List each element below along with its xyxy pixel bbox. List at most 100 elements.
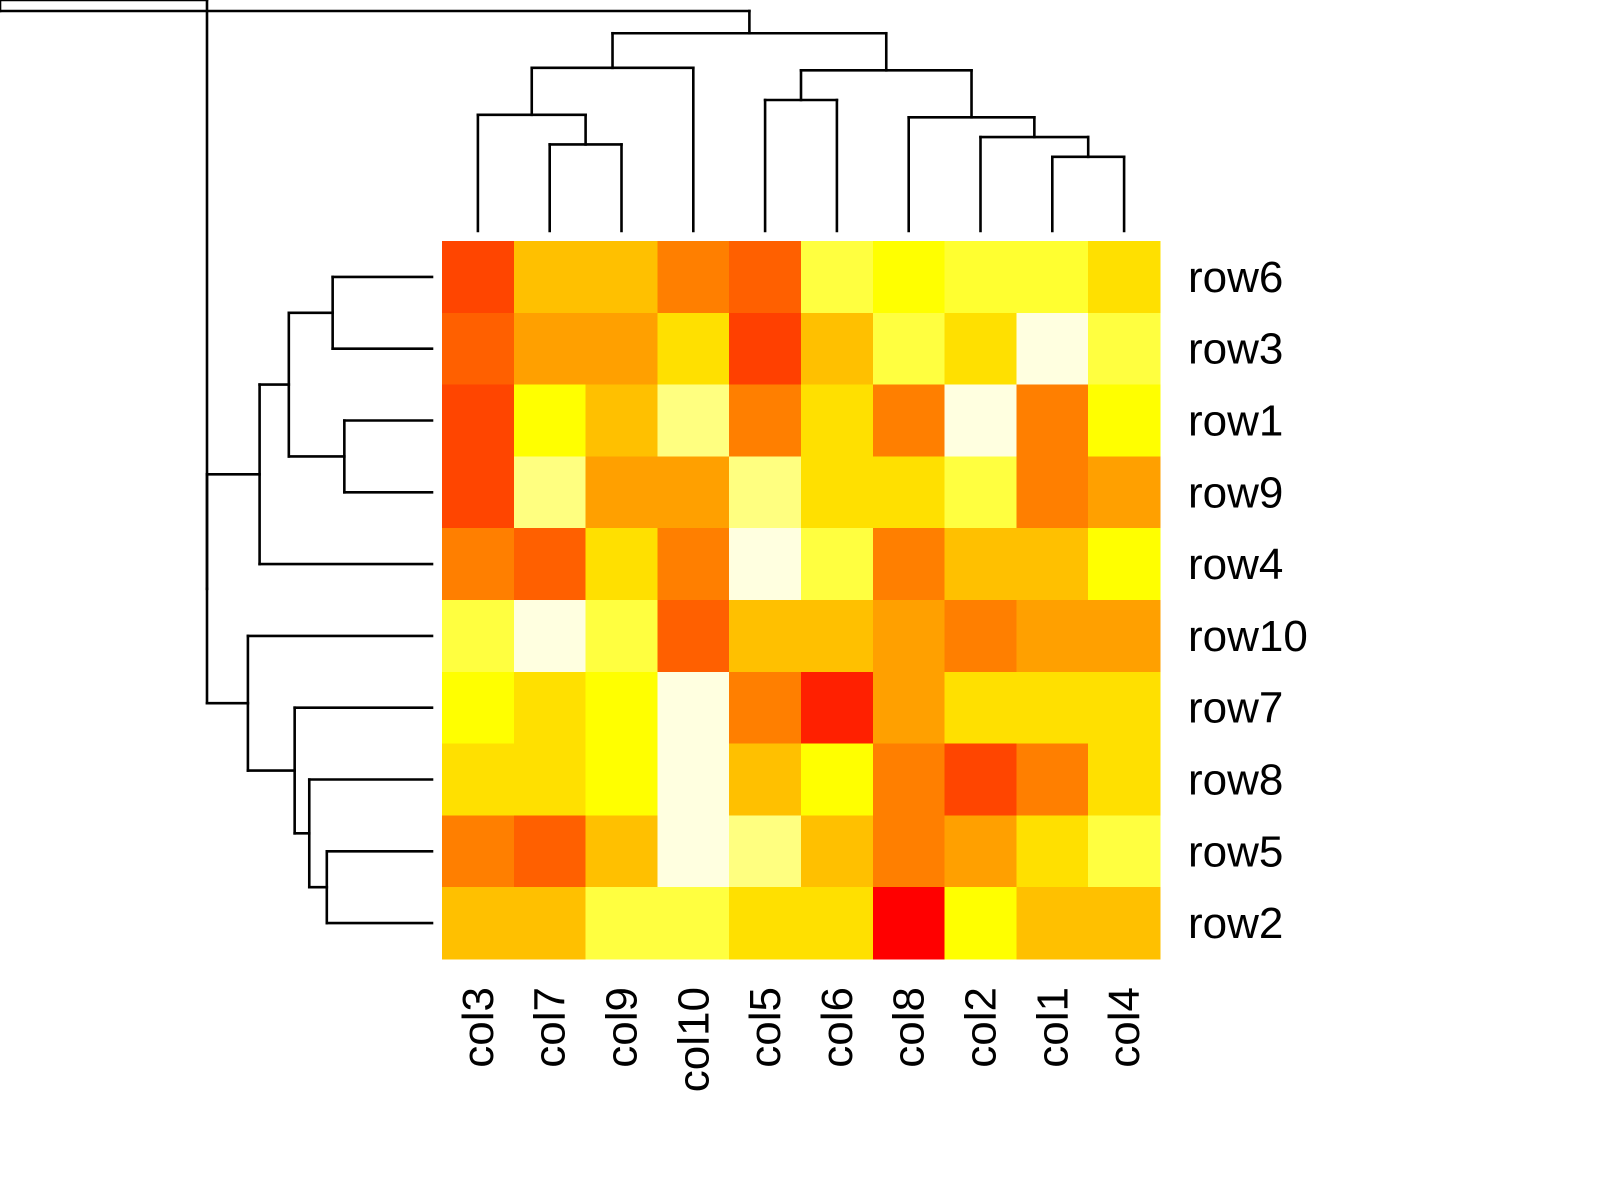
- heatmap-cell-row3-col4: [1088, 312, 1161, 386]
- column-label: col1: [1028, 987, 1077, 1068]
- heatmap-cell-row3-col2: [944, 312, 1017, 386]
- heatmap-cell-row4-col7: [513, 528, 587, 601]
- column-label: col10: [669, 987, 718, 1092]
- heatmap-cell-row1-col7: [513, 384, 587, 457]
- heatmap-cell-row9-col2: [944, 456, 1017, 529]
- heatmap-cell-row8-col1: [1016, 743, 1089, 816]
- column-label: col6: [813, 987, 862, 1068]
- heatmap-cell-row4-col3: [442, 528, 515, 601]
- row-label: row10: [1188, 612, 1308, 661]
- heatmap-cell-row4-col5: [729, 528, 802, 601]
- row-label: row7: [1188, 684, 1283, 733]
- heatmap-cell-row10-col4: [1088, 600, 1161, 673]
- heatmap-cell-row9-col5: [729, 456, 802, 529]
- heatmap-cell-row3-col8: [872, 312, 946, 386]
- heatmap-cell-row2-col1: [1016, 887, 1089, 960]
- heatmap-cell-row10-col1: [1016, 600, 1089, 673]
- column-label: col8: [885, 987, 934, 1068]
- column-dendrogram: [0, 0, 1126, 233]
- row-label: row3: [1188, 325, 1283, 374]
- heatmap-cell-row8-col10: [657, 743, 730, 816]
- heatmap-cell-row6-col4: [1088, 241, 1161, 314]
- heatmap-cell-row4-col10: [657, 528, 730, 601]
- column-label: col7: [526, 987, 575, 1068]
- heatmap-cell-row5-col5: [729, 815, 802, 888]
- heatmap-cell-row4-col1: [1016, 528, 1089, 601]
- heatmap-cell-row9-col10: [657, 456, 730, 529]
- heatmap-cell-row10-col3: [442, 600, 515, 673]
- heatmap-cell-row5-col10: [657, 815, 730, 888]
- heatmap-cell-row4-col9: [585, 528, 658, 601]
- heatmap-cell-row8-col8: [872, 743, 946, 816]
- heatmap-cell-row1-col1: [1016, 384, 1089, 457]
- heatmap-cell-row2-col2: [944, 887, 1017, 960]
- heatmap-cell-row7-col3: [442, 671, 515, 745]
- heatmap-cell-row2-col10: [657, 887, 730, 960]
- heatmap-cell-row6-col9: [585, 241, 658, 314]
- heatmap-cell-row6-col1: [1016, 241, 1089, 314]
- heatmap-cell-row2-col8: [872, 887, 946, 960]
- heatmap-cell-row7-col7: [513, 671, 587, 745]
- heatmap-cell-row8-col5: [729, 743, 802, 816]
- heatmap-cell-row2-col3: [442, 887, 515, 960]
- heatmap-cell-row5-col9: [585, 815, 658, 888]
- heatmap-cell-row3-col1: [1016, 312, 1089, 386]
- row-label: row5: [1188, 827, 1283, 876]
- heatmap-cell-row7-col10: [657, 671, 730, 745]
- heatmap-cell-row10-col8: [872, 600, 946, 673]
- heatmap-cell-row7-col1: [1016, 671, 1089, 745]
- heatmap-cell-row9-col4: [1088, 456, 1161, 529]
- heatmap-cell-row1-col3: [442, 384, 515, 457]
- row-label: row4: [1188, 540, 1283, 589]
- row-label: row9: [1188, 468, 1283, 517]
- heatmap-cell-row3-col5: [729, 312, 802, 386]
- heatmap-cell-row9-col1: [1016, 456, 1089, 529]
- heatmap-cell-row4-col8: [872, 528, 946, 601]
- heatmap-cell-row2-col7: [513, 887, 587, 960]
- heatmap-cell-row7-col8: [872, 671, 946, 745]
- heatmap-cell-row10-col9: [585, 600, 658, 673]
- heatmap-cell-row5-col1: [1016, 815, 1089, 888]
- heatmap-cell-row3-col10: [657, 312, 730, 386]
- heatmap-cell-row4-col6: [801, 528, 874, 601]
- heatmap-cell-row1-col10: [657, 384, 730, 457]
- heatmap-cell-row3-col6: [801, 312, 874, 386]
- column-label: col4: [1100, 987, 1149, 1068]
- heatmap-cell-row5-col7: [513, 815, 587, 888]
- heatmap-cell-row4-col2: [944, 528, 1017, 601]
- heatmap-cell-row10-col6: [801, 600, 874, 673]
- heatmap-cell-row10-col7: [513, 600, 587, 673]
- heatmap-cell-row1-col2: [944, 384, 1017, 457]
- heatmap-cell-row1-col6: [801, 384, 874, 457]
- heatmap-cell-row2-col9: [585, 887, 658, 960]
- heatmap-cell-row6-col7: [513, 241, 587, 314]
- heatmap-cell-row10-col10: [657, 600, 730, 673]
- heatmap-cell-row7-col6: [801, 671, 874, 745]
- row-label: row2: [1188, 899, 1283, 948]
- column-labels: col3 col7 col9 col10 col5 col6 col8 col2 col1 col…: [454, 987, 1149, 1092]
- heatmap-cell-row1-col9: [585, 384, 658, 457]
- heatmap-cell-row9-col9: [585, 456, 658, 529]
- heatmap-cell-row7-col2: [944, 671, 1017, 745]
- row-dendrogram: [0, 0, 434, 925]
- heatmap-cell-row8-col4: [1088, 743, 1161, 816]
- heatmap-cell-row2-col6: [801, 887, 874, 960]
- row-label: row8: [1188, 756, 1283, 805]
- column-label: col5: [741, 987, 790, 1068]
- heatmap-cell-row8-col7: [513, 743, 587, 816]
- heatmap-cell-row2-col5: [729, 887, 802, 960]
- heatmap-cell-row7-col9: [585, 671, 658, 745]
- row-label: row1: [1188, 397, 1283, 446]
- heatmap-grid: [442, 241, 1161, 960]
- heatmap-cell-row8-col2: [944, 743, 1017, 816]
- heatmap-cell-row4-col4: [1088, 528, 1161, 601]
- heatmap-cell-row9-col8: [872, 456, 946, 529]
- heatmap-cell-row9-col6: [801, 456, 874, 529]
- heatmap-cell-row1-col8: [872, 384, 946, 457]
- heatmap-cell-row10-col5: [729, 600, 802, 673]
- heatmap-cell-row6-col6: [801, 241, 874, 314]
- heatmap-cell-row1-col4: [1088, 384, 1161, 457]
- heatmap-cell-row5-col8: [872, 815, 946, 888]
- heatmap-cell-row2-col4: [1088, 887, 1161, 960]
